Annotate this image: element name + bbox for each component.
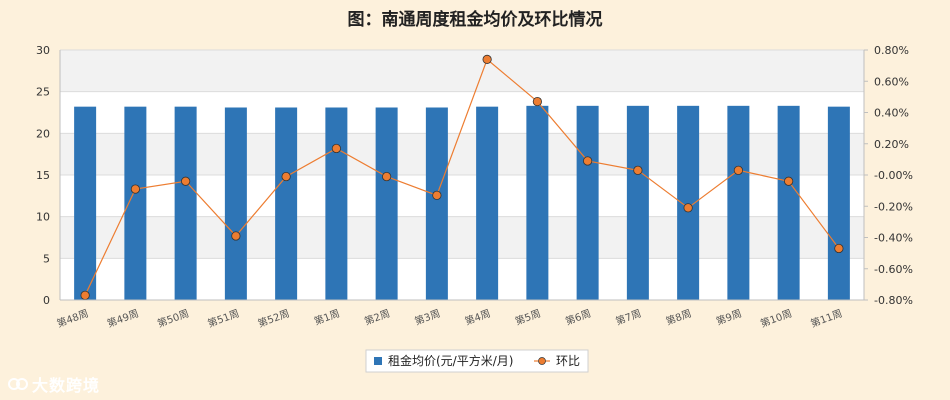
right-tick-label: 0.40% [874,107,909,120]
legend-box [365,349,589,373]
line-point [432,190,442,200]
left-axis-ticks: 0 5 10 15 20 25 30 [36,44,50,307]
bar [124,106,147,301]
line-point [80,290,90,300]
bar [275,107,298,300]
left-tick-label: 0 [43,294,50,307]
bar [526,105,549,300]
x-tick-label: 第9周 [714,307,743,328]
x-tick-label: 第1周 [312,307,341,328]
bar [827,106,850,301]
right-tick-label: 0.20% [874,138,909,151]
x-tick-label: 第6周 [563,307,592,328]
line-point [382,171,392,182]
x-tick-label: 第7周 [614,307,643,328]
right-tick-label: -0.00% [874,169,913,182]
left-tick-label: 15 [36,169,50,182]
bar [576,105,599,300]
x-axis-ticks: 第48周 第49周 第50周 第51周 第52周 第1周 第2周 第3周 第4周 第5周 第6周 第7… [55,307,844,330]
bar [325,107,348,300]
legend-bar-label: 租金均价(元/平方米/月) [388,353,513,368]
legend-line-label: 环比 [556,354,580,368]
bar [677,105,700,300]
line-point [181,176,191,186]
brand-watermark: 大数跨境 [8,372,100,396]
line-point [532,96,542,107]
line-point [130,184,140,194]
right-tick-label: -0.60% [874,263,913,276]
x-tick-label: 第49周 [105,307,140,330]
legend-line-marker [538,357,546,365]
x-tick-label: 第8周 [664,307,693,328]
legend: 租金均价(元/平方米/月) 环比 [365,349,589,373]
bar [727,105,750,300]
left-tick-label: 10 [36,211,50,224]
right-axis-ticks: -0.80% -0.60% -0.40% -0.20% -0.00% 0.20% 0.40%… [864,44,913,307]
line-series [80,54,844,300]
right-tick-label: -0.80% [874,294,913,307]
x-tick-label: 第48周 [55,307,90,330]
plot-band [60,50,864,92]
x-tick-label: 第4周 [463,307,492,328]
x-tick-label: 第11周 [809,307,844,330]
bar [174,106,197,301]
bar [425,107,448,300]
line-point [683,203,693,213]
bar-series [74,105,850,301]
line-point [583,156,593,166]
bar [375,107,398,300]
line-point [633,165,643,175]
line-point [281,171,291,182]
line-point [482,54,492,64]
left-tick-label: 25 [36,86,50,99]
left-tick-label: 20 [36,127,50,140]
right-tick-label: -0.20% [874,200,913,213]
line-path [84,58,840,296]
x-tick-label: 第3周 [413,307,442,328]
brand-text: 大数跨境 [32,376,101,395]
right-tick-label: 0.60% [874,75,909,88]
line-point [834,243,844,254]
bar [626,105,649,300]
double-ring-logo-icon [8,376,28,392]
left-tick-label: 5 [43,252,50,265]
x-tick-label: 第52周 [256,307,291,330]
x-tick-label: 第5周 [513,307,542,328]
chart-title: 图：南通周度租金均价及环比情况 [347,10,603,30]
bar [476,106,499,301]
line-point [331,143,341,154]
x-tick-label: 第50周 [155,307,190,330]
right-tick-label: 0.80% [874,44,909,57]
x-tick-label: 第51周 [206,307,241,330]
line-point [784,176,794,186]
left-tick-label: 30 [36,44,50,57]
legend-bar-swatch [374,357,382,365]
bar [224,107,247,300]
line-point [231,231,241,241]
line-point [733,165,743,175]
x-tick-label: 第10周 [758,307,793,330]
bar [74,106,97,301]
bar [777,105,800,300]
x-tick-label: 第2周 [362,307,391,328]
right-tick-label: -0.40% [874,232,913,245]
